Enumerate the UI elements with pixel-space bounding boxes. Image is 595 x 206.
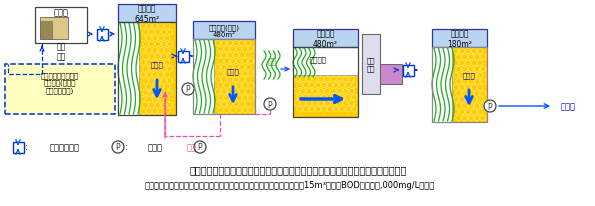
Text: P: P bbox=[115, 143, 120, 152]
Text: ３段・横
480m²: ３段・横 480m² bbox=[313, 29, 338, 48]
Bar bbox=[293, 48, 358, 117]
Text: 軽石層: 軽石層 bbox=[227, 68, 239, 75]
Bar bbox=[193, 40, 255, 115]
Bar bbox=[12, 142, 23, 153]
Text: P: P bbox=[198, 143, 202, 152]
Text: 貯留槽: 貯留槽 bbox=[54, 8, 68, 18]
Bar bbox=[402, 65, 414, 76]
Circle shape bbox=[182, 84, 194, 96]
Bar bbox=[40, 18, 68, 40]
Bar bbox=[293, 76, 358, 117]
Text: ４段・縦
180m²: ４段・縦 180m² bbox=[447, 29, 472, 48]
Bar bbox=[35, 8, 87, 44]
Bar bbox=[139, 23, 176, 115]
Text: ヨシ: ヨシ bbox=[267, 57, 277, 66]
Text: リン
吸着: リン 吸着 bbox=[367, 58, 375, 72]
Circle shape bbox=[264, 98, 276, 110]
Text: 軽石層: 軽石層 bbox=[463, 72, 475, 79]
Bar bbox=[293, 30, 358, 48]
Text: ２段・縦(循環)
480m²: ２段・縦(循環) 480m² bbox=[208, 24, 240, 38]
Text: １段・縦
645m²: １段・縦 645m² bbox=[134, 4, 159, 23]
Text: 沈殿
混合: 沈殿 混合 bbox=[57, 42, 65, 61]
Text: P: P bbox=[488, 102, 492, 111]
Text: :: : bbox=[25, 143, 28, 152]
Text: ポンプ: ポンプ bbox=[148, 143, 162, 152]
Circle shape bbox=[484, 101, 496, 112]
Bar bbox=[5, 65, 115, 115]
Text: 牛舎タイプはフリーストール方式、搾乳頭数は約３００頭、日排水量は15m³、原水BOD濃度は３,000mg/Lを想定: 牛舎タイプはフリーストール方式、搾乳頭数は約３００頭、日排水量は15m³、原水B… bbox=[145, 181, 435, 190]
Circle shape bbox=[194, 141, 206, 153]
Text: 自動サイホン: 自動サイホン bbox=[50, 143, 80, 152]
Bar bbox=[96, 29, 108, 40]
Text: 図１　搾乳牛舎パーラー排水浄化用のヨシ濾床システムの流れ図（根室管内の例）: 図１ 搾乳牛舎パーラー排水浄化用のヨシ濾床システムの流れ図（根室管内の例） bbox=[189, 164, 407, 174]
Bar bbox=[380, 65, 402, 85]
Text: ヨシなど: ヨシなど bbox=[309, 56, 327, 63]
Text: 軽石層: 軽石層 bbox=[151, 61, 164, 68]
Text: :: : bbox=[125, 143, 128, 152]
Bar bbox=[452, 48, 487, 122]
Text: 循環: 循環 bbox=[187, 143, 197, 152]
Text: 処理水: 処理水 bbox=[560, 102, 575, 111]
Bar bbox=[362, 35, 380, 95]
Bar bbox=[40, 22, 52, 40]
Bar bbox=[177, 51, 189, 62]
Bar bbox=[118, 23, 176, 115]
Bar bbox=[118, 5, 176, 23]
Bar bbox=[432, 48, 487, 122]
Text: P: P bbox=[186, 85, 190, 94]
Text: 搾乳ライン洗浄水、
床洗浄水(糞尿、
洗剤など混入): 搾乳ライン洗浄水、 床洗浄水(糞尿、 洗剤など混入) bbox=[41, 72, 79, 94]
Bar bbox=[193, 22, 255, 40]
Text: P: P bbox=[268, 100, 273, 109]
Bar bbox=[432, 30, 487, 48]
Circle shape bbox=[112, 141, 124, 153]
Bar bbox=[214, 40, 255, 115]
